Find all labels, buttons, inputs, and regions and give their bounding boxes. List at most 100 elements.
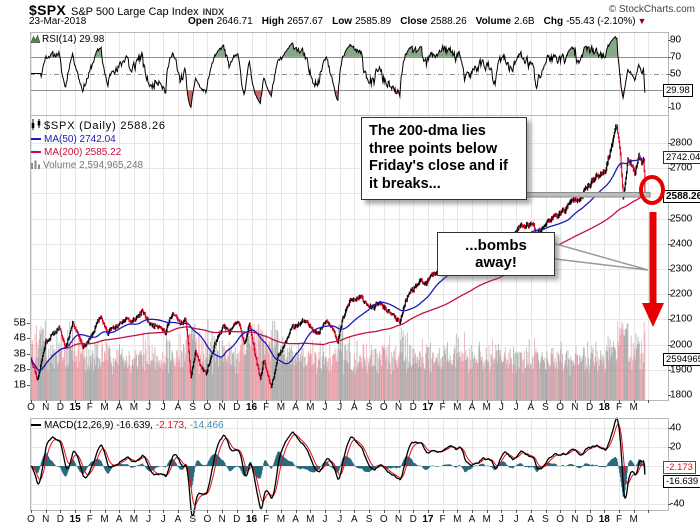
month-label: A [115, 402, 123, 413]
macd-signal-value: -2.173, [155, 420, 187, 431]
open-label: Open [188, 16, 214, 27]
high-label: High [261, 16, 284, 27]
year-label: 18 [598, 402, 610, 413]
macd-dash-icon [31, 424, 41, 427]
month-label: M [482, 514, 491, 525]
month-label: O [556, 402, 565, 413]
rsi-legend: RSI(14) 29.98 [30, 33, 105, 46]
month-label: A [292, 402, 299, 413]
axis-tick: 5B [13, 317, 26, 329]
ma50-legend: MA(50) 2742.04 [31, 133, 166, 146]
month-label: A [468, 402, 476, 413]
month-label: M [629, 402, 638, 413]
axis-tick: 1B [13, 379, 26, 391]
quote-strip: Open 2646.71 High 2657.67 Low 2585.89 Close 258… [188, 16, 646, 27]
month-label: O [379, 514, 388, 525]
month-label: D [56, 514, 65, 525]
month-label: A [527, 514, 535, 525]
month-label: S [365, 514, 373, 525]
chg-label: Chg [543, 16, 564, 27]
month-label: M [100, 402, 109, 413]
month-label: J [160, 402, 166, 413]
month-label: F [615, 514, 623, 525]
chart-header: $SPX S&P 500 Large Cap Index INDX [29, 2, 224, 20]
macd-line-value: -16.639, [116, 420, 153, 431]
month-label: N [218, 514, 226, 525]
month-label: D [585, 514, 594, 525]
month-label: S [542, 514, 549, 525]
axis-tick: -40 [670, 498, 685, 510]
axis-tick: 40 [670, 422, 682, 434]
month-label: N [571, 514, 579, 525]
month-label: N [571, 402, 579, 413]
month-label: J [513, 514, 519, 525]
month-label: N [42, 402, 50, 413]
close-label: Close [400, 16, 428, 27]
macd-histogram-value: -14.466 [189, 420, 224, 431]
macd-legend-label: MACD(12,26,9) [44, 420, 114, 431]
month-label: D [585, 402, 594, 413]
month-label: J [337, 514, 343, 525]
month-label: O [379, 402, 388, 413]
macd-legend: MACD(12,26,9) -16.639, -2.173, -14.466 [31, 419, 224, 432]
month-label: A [527, 402, 535, 413]
volume-legend-label: Volume 2,594,965,248 [43, 160, 144, 171]
high-value: 2657.67 [286, 16, 324, 27]
month-label: F [86, 402, 93, 413]
ma200-label: MA(200) 2585.22 [44, 147, 122, 158]
month-label: M [453, 402, 462, 413]
index-name-label: S&P 500 Large Cap Index [71, 6, 199, 18]
axis-tick: 2700 [670, 162, 693, 174]
year-label: 17 [422, 514, 434, 525]
axis-tick: 4B [13, 332, 26, 344]
volume-legend: Volume 2,594,965,248 [31, 159, 166, 172]
month-label: J [337, 402, 343, 413]
year-label: 15 [69, 402, 81, 413]
macd-axis: 40 20 -40 [670, 0, 700, 530]
month-label: O [556, 514, 565, 525]
month-label: A [174, 402, 182, 413]
month-label: O [203, 514, 212, 525]
month-label: S [365, 402, 373, 413]
date-axis-main: O N D 15 F M A M J J A S O N D 16 F M A M J J A S O N D 17 F M A M J J A S O… [0, 402, 700, 415]
axis-tick: 50 [670, 68, 682, 79]
year-label: 18 [598, 514, 610, 525]
month-label: D [56, 402, 65, 413]
year-label: 16 [245, 402, 258, 413]
axis-tick: 2800 [670, 137, 693, 149]
month-label: J [498, 402, 504, 413]
month-label: D [409, 514, 417, 525]
axis-tick: 2500 [670, 213, 693, 225]
axis-tick: 3B [13, 348, 26, 360]
close-value: 2588.26 [430, 16, 467, 27]
month-label: J [146, 514, 152, 525]
month-label: S [189, 402, 197, 413]
volume-value: 2.6B [514, 16, 535, 27]
axis-tick: 2400 [670, 238, 693, 250]
main-legend: $SPX (Daily) 2588.26 MA(50) 2742.04 MA(2… [31, 119, 166, 172]
callout-200dma: The 200-dma lies three points below Frid… [361, 117, 527, 200]
month-label: M [482, 402, 491, 413]
ma200-legend: MA(200) 2585.22 [31, 146, 166, 159]
month-label: M [306, 514, 315, 525]
month-label: N [394, 514, 403, 525]
axis-tick: 2100 [670, 313, 693, 325]
month-label: D [233, 402, 241, 413]
exchange-label: INDX [202, 7, 225, 17]
open-value: 2646.71 [216, 16, 253, 27]
axis-tick: 1800 [670, 389, 693, 401]
macd-value-box: -16.639 [663, 475, 700, 488]
month-label: F [439, 402, 446, 413]
month-label: S [542, 402, 549, 413]
month-label: M [129, 402, 139, 413]
month-label: M [100, 514, 109, 525]
candlestick-icon [31, 119, 41, 130]
volume-axis: 5B 4B 3B 2B 1B [2, 0, 26, 530]
chg-value: -55.43 (-2.10%) [566, 16, 636, 27]
axis-tick: 10 [670, 101, 682, 113]
month-label: M [276, 514, 286, 525]
month-label: N [394, 402, 403, 413]
volume-label: Volume [475, 16, 512, 27]
month-label: F [86, 514, 93, 525]
rsi-legend-value: 29.98 [79, 34, 105, 45]
